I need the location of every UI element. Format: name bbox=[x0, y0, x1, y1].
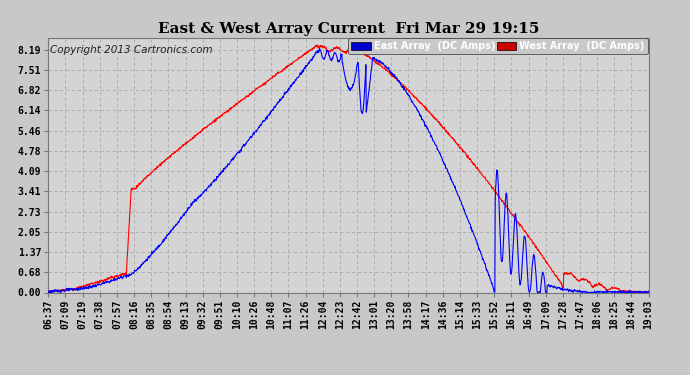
Title: East & West Array Current  Fri Mar 29 19:15: East & West Array Current Fri Mar 29 19:… bbox=[158, 22, 539, 36]
Legend: East Array  (DC Amps), West Array  (DC Amps): East Array (DC Amps), West Array (DC Amp… bbox=[348, 39, 648, 54]
Text: Copyright 2013 Cartronics.com: Copyright 2013 Cartronics.com bbox=[50, 45, 212, 55]
